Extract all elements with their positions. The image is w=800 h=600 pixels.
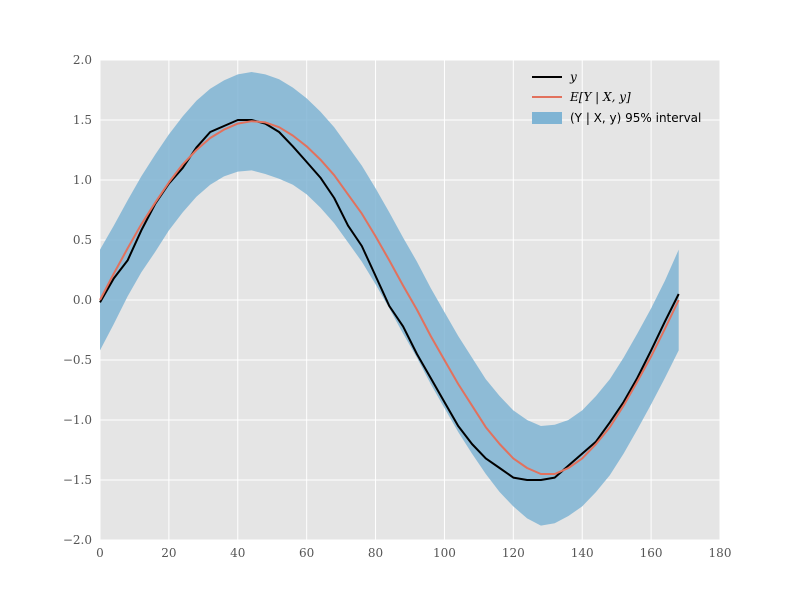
legend: y E[Y | X, y] (Y | X, y) 95% interval — [532, 70, 701, 125]
legend-swatch-interval — [532, 112, 562, 124]
x-tick-label-0: 0 — [96, 546, 104, 560]
y-tick-label-1: −1.5 — [63, 473, 92, 487]
x-axis-ticks: 0 20 40 60 80 100 120 140 160 180 — [96, 546, 731, 560]
x-tick-label-9: 180 — [709, 546, 732, 560]
series-line-y — [99, 119, 680, 481]
y-tick-label-8: 2.0 — [73, 53, 92, 67]
legend-label-y: y — [569, 70, 577, 84]
series-line-expected — [99, 120, 680, 475]
x-tick-label-8: 160 — [640, 546, 663, 560]
y-tick-label-7: 1.5 — [73, 113, 92, 127]
x-tick-label-5: 100 — [433, 546, 456, 560]
series-band-interval — [100, 72, 679, 526]
y-tick-label-0: −2.0 — [63, 533, 92, 547]
x-tick-label-4: 80 — [368, 546, 383, 560]
y-tick-label-3: −0.5 — [63, 353, 92, 367]
series-lines-layer — [99, 119, 680, 481]
interval-band-layer — [100, 72, 679, 526]
legend-label-expected: E[Y | X, y] — [569, 90, 631, 104]
y-tick-label-4: 0.0 — [73, 293, 92, 307]
x-tick-label-6: 120 — [502, 546, 525, 560]
y-axis-ticks: −2.0 −1.5 −1.0 −0.5 0.0 0.5 1.0 1.5 2.0 — [63, 53, 92, 547]
x-tick-label-2: 40 — [230, 546, 245, 560]
y-tick-label-5: 0.5 — [73, 233, 92, 247]
y-tick-label-2: −1.0 — [63, 413, 92, 427]
legend-label-interval: (Y | X, y) 95% interval — [570, 111, 701, 125]
x-tick-label-7: 140 — [571, 546, 594, 560]
y-tick-label-6: 1.0 — [73, 173, 92, 187]
x-tick-label-3: 60 — [299, 546, 314, 560]
x-tick-label-1: 20 — [161, 546, 176, 560]
